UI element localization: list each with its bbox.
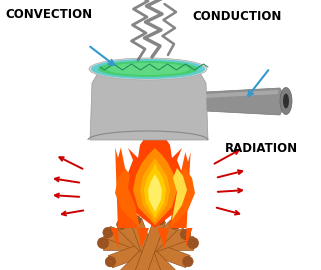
Polygon shape	[140, 158, 170, 222]
Ellipse shape	[155, 215, 165, 225]
Ellipse shape	[103, 227, 113, 238]
Polygon shape	[148, 174, 162, 212]
Text: CONVECTION: CONVECTION	[5, 8, 92, 21]
Ellipse shape	[105, 256, 116, 267]
Polygon shape	[108, 228, 188, 268]
Polygon shape	[133, 148, 177, 225]
Polygon shape	[205, 88, 286, 115]
Polygon shape	[130, 218, 166, 270]
Ellipse shape	[98, 61, 198, 77]
Ellipse shape	[97, 237, 108, 249]
Ellipse shape	[91, 59, 205, 79]
Polygon shape	[158, 152, 193, 248]
Polygon shape	[115, 168, 140, 228]
Polygon shape	[130, 218, 166, 270]
Ellipse shape	[131, 215, 141, 225]
Polygon shape	[106, 226, 190, 268]
Ellipse shape	[283, 94, 289, 109]
Polygon shape	[125, 128, 185, 228]
Ellipse shape	[183, 256, 193, 267]
Ellipse shape	[107, 63, 189, 75]
Polygon shape	[103, 236, 193, 250]
Ellipse shape	[89, 58, 207, 80]
Polygon shape	[205, 90, 278, 98]
Polygon shape	[144, 163, 166, 218]
Polygon shape	[111, 147, 149, 248]
Ellipse shape	[187, 237, 199, 249]
Text: CONDUCTION: CONDUCTION	[192, 10, 282, 23]
Polygon shape	[90, 65, 208, 140]
Polygon shape	[117, 220, 179, 270]
Ellipse shape	[117, 220, 126, 229]
Ellipse shape	[170, 220, 179, 229]
Ellipse shape	[280, 87, 292, 114]
Polygon shape	[170, 168, 195, 228]
Ellipse shape	[180, 229, 191, 239]
Polygon shape	[172, 168, 187, 220]
Text: RADIATION: RADIATION	[225, 142, 298, 155]
Polygon shape	[117, 220, 179, 270]
